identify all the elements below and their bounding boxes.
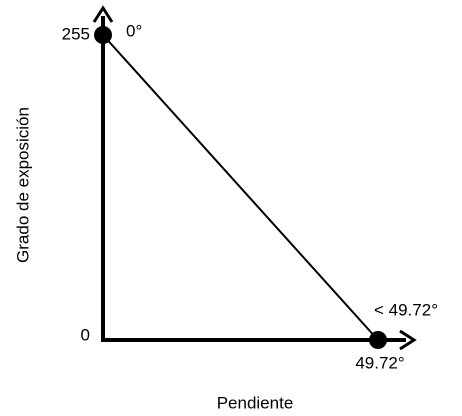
- point-bottom: [369, 331, 387, 349]
- angle-label: < 49.72°: [374, 300, 438, 319]
- point-top: [94, 26, 112, 44]
- x-arrow: [399, 329, 417, 351]
- x-value-label: 49.72°: [355, 353, 404, 372]
- angle-label: 0°: [126, 21, 142, 40]
- y-arrow: [92, 5, 114, 23]
- slope-line: [102, 34, 379, 341]
- x-axis-label: Pendiente: [217, 393, 294, 412]
- y-value-label: 255: [62, 24, 90, 43]
- y-axis-label: Grado de exposición: [13, 107, 32, 263]
- y-value-label: 0: [81, 325, 90, 344]
